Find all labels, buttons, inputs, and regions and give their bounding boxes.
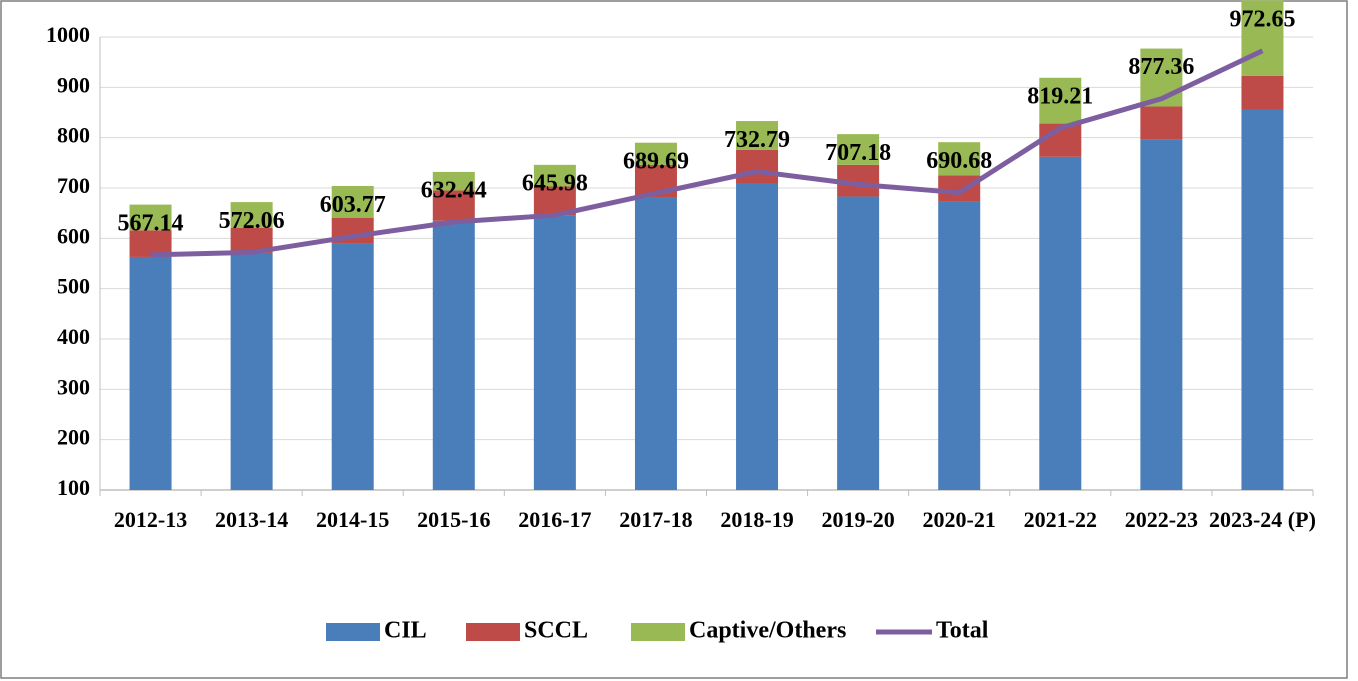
x-tick-label: 2014-15 bbox=[316, 507, 390, 532]
bar-segment bbox=[837, 196, 880, 490]
data-label: 690.68 bbox=[926, 148, 992, 174]
x-tick-label: 2022-23 bbox=[1124, 507, 1199, 532]
bar-segment bbox=[432, 190, 475, 221]
y-tick-label: 300 bbox=[57, 374, 90, 399]
x-tick-label: 2017-18 bbox=[619, 507, 693, 532]
y-tick-label: 500 bbox=[57, 274, 90, 299]
y-tick-label: 200 bbox=[57, 425, 90, 450]
x-tick-label: 2018-19 bbox=[720, 507, 794, 532]
legend-label: Total bbox=[936, 618, 989, 644]
y-tick-label: 800 bbox=[57, 123, 90, 148]
bar-segment bbox=[1241, 109, 1284, 490]
bar-segment bbox=[634, 197, 677, 490]
data-label: 707.18 bbox=[825, 140, 891, 166]
data-label: 732.79 bbox=[724, 127, 790, 153]
x-tick-label: 2023-24 (P) bbox=[1208, 507, 1316, 532]
data-label: 819.21 bbox=[1027, 83, 1093, 109]
legend-swatch bbox=[326, 623, 380, 641]
y-tick-label: 100 bbox=[57, 475, 90, 500]
bar-segment bbox=[432, 220, 475, 490]
y-tick-label: 400 bbox=[57, 324, 90, 349]
bar-segment bbox=[736, 183, 779, 490]
bar-segment bbox=[736, 121, 779, 150]
legend-label: SCCL bbox=[524, 618, 588, 644]
x-tick-label: 2019-20 bbox=[821, 507, 895, 532]
bar-segment bbox=[837, 134, 880, 165]
data-label: 603.77 bbox=[320, 192, 386, 218]
bar-segment bbox=[1039, 156, 1082, 490]
bar-segment bbox=[1241, 0, 1284, 76]
y-tick-label: 700 bbox=[57, 173, 90, 198]
bar-segment bbox=[432, 171, 475, 191]
x-tick-label: 2016-17 bbox=[518, 507, 592, 532]
x-tick-label: 2012-13 bbox=[113, 507, 188, 532]
bar-segment bbox=[331, 243, 374, 490]
bar-segment bbox=[230, 202, 273, 228]
data-label: 632.44 bbox=[421, 178, 487, 204]
x-tick-label: 2021-22 bbox=[1023, 507, 1097, 532]
y-tick-label: 900 bbox=[57, 72, 90, 97]
legend-swatch bbox=[466, 623, 520, 641]
bar-segment bbox=[129, 204, 172, 231]
bar-segment bbox=[938, 175, 981, 202]
bar-segment bbox=[1140, 139, 1183, 490]
data-label: 567.14 bbox=[118, 210, 184, 236]
bar-segment bbox=[533, 164, 576, 187]
bar-segment bbox=[1039, 77, 1082, 124]
total-line bbox=[150, 48, 1264, 258]
data-label: 689.69 bbox=[623, 149, 689, 175]
bar-segment bbox=[331, 185, 374, 218]
bar-segment bbox=[736, 149, 779, 184]
bar-segment bbox=[230, 252, 273, 490]
bar-segment bbox=[1241, 75, 1284, 110]
bar-segment bbox=[938, 142, 981, 176]
legend-swatch bbox=[631, 623, 685, 641]
data-label: 572.06 bbox=[219, 208, 285, 234]
legend-label: CIL bbox=[384, 618, 427, 644]
bar-segment bbox=[938, 201, 981, 490]
bar-segment bbox=[634, 142, 677, 165]
data-label: 972.65 bbox=[1229, 6, 1295, 32]
x-tick-label: 2013-14 bbox=[214, 507, 289, 532]
x-tick-label: 2020-21 bbox=[922, 507, 996, 532]
bar-segment bbox=[1140, 106, 1183, 140]
bar-segment bbox=[533, 215, 576, 490]
data-label: 877.36 bbox=[1128, 54, 1194, 80]
y-tick-label: 1000 bbox=[46, 22, 90, 47]
x-tick-label: 2015-16 bbox=[417, 507, 491, 532]
legend-label: Captive/Others bbox=[689, 618, 846, 644]
bar-segment bbox=[129, 256, 172, 490]
y-tick-label: 600 bbox=[57, 223, 90, 248]
data-label: 645.98 bbox=[522, 171, 588, 197]
